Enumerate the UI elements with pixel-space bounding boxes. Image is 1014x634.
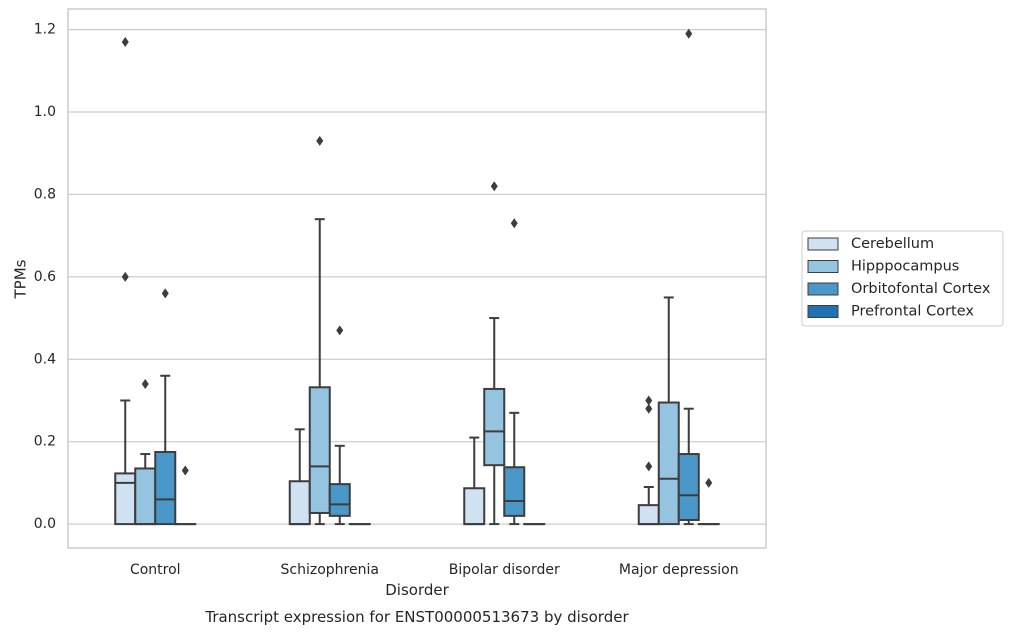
box-rect	[328, 483, 351, 517]
outlier-point	[645, 403, 653, 414]
y-axis-label: TPMs	[12, 259, 30, 299]
outlier-point	[336, 325, 344, 336]
x-tick-label: Bipolar disorder	[449, 562, 560, 578]
outlier-point	[490, 181, 498, 192]
legend-frame	[801, 230, 1004, 327]
box-series	[114, 28, 720, 526]
y-tick-label: 0.2	[34, 434, 56, 450]
outlier-point	[161, 288, 169, 299]
y-tick-label: 1.0	[34, 104, 56, 120]
legend-swatch	[807, 282, 839, 296]
box-rect	[308, 386, 331, 514]
outlier-point	[181, 465, 189, 476]
plot-frame	[67, 8, 767, 549]
box-rect	[503, 466, 526, 517]
outlier-point	[645, 395, 653, 406]
outlier-point	[121, 271, 129, 282]
outlier-point	[316, 135, 324, 146]
legend-label: Hipppocampus	[851, 259, 959, 275]
box-rect	[288, 480, 311, 526]
y-tick-label: 1.2	[34, 22, 56, 38]
outlier-point	[141, 378, 149, 389]
outlier-point	[645, 461, 653, 472]
legend-swatch	[807, 305, 839, 318]
x-axis-label: Disorder	[385, 581, 449, 599]
legend-label: Prefrontal Cortex	[851, 304, 974, 320]
grid-lines	[68, 29, 766, 525]
box-rect	[114, 472, 137, 526]
x-tick-label: Schizophrenia	[281, 562, 379, 578]
box-rect	[677, 453, 700, 521]
x-tick-labels: Control Schizophrenia Bipolar disorder Majo…	[130, 562, 739, 578]
y-tick-label: 0.6	[34, 269, 56, 285]
box-rect	[134, 467, 157, 526]
y-tick-labels: 0.0 0.2 0.4 0.6 0.8 1.0 1.2	[34, 22, 56, 532]
outlier-point	[121, 36, 129, 47]
box-rect	[463, 487, 486, 526]
y-tick-label: 0.0	[34, 516, 56, 532]
y-tick-label: 0.4	[34, 351, 56, 367]
box-rect	[657, 401, 680, 526]
legend: Cerebellum Hipppocampus Orbitofontal Corte…	[801, 230, 1004, 327]
box-rect	[637, 504, 660, 526]
legend-label: Cerebellum	[851, 236, 934, 252]
legend-swatch	[807, 237, 839, 251]
outlier-point	[705, 477, 713, 488]
x-tick-label: Control	[130, 562, 181, 578]
x-tick-label: Major depression	[619, 562, 739, 578]
legend-swatch	[807, 260, 839, 273]
y-tick-label: 0.8	[34, 186, 56, 202]
box-rect	[154, 450, 177, 526]
outlier-point	[685, 28, 693, 39]
legend-label: Orbitofontal Cortex	[851, 281, 991, 297]
chart-title: Transcript expression for ENST0000051367…	[204, 608, 629, 626]
box-rect	[483, 387, 506, 467]
outlier-point	[510, 218, 518, 229]
